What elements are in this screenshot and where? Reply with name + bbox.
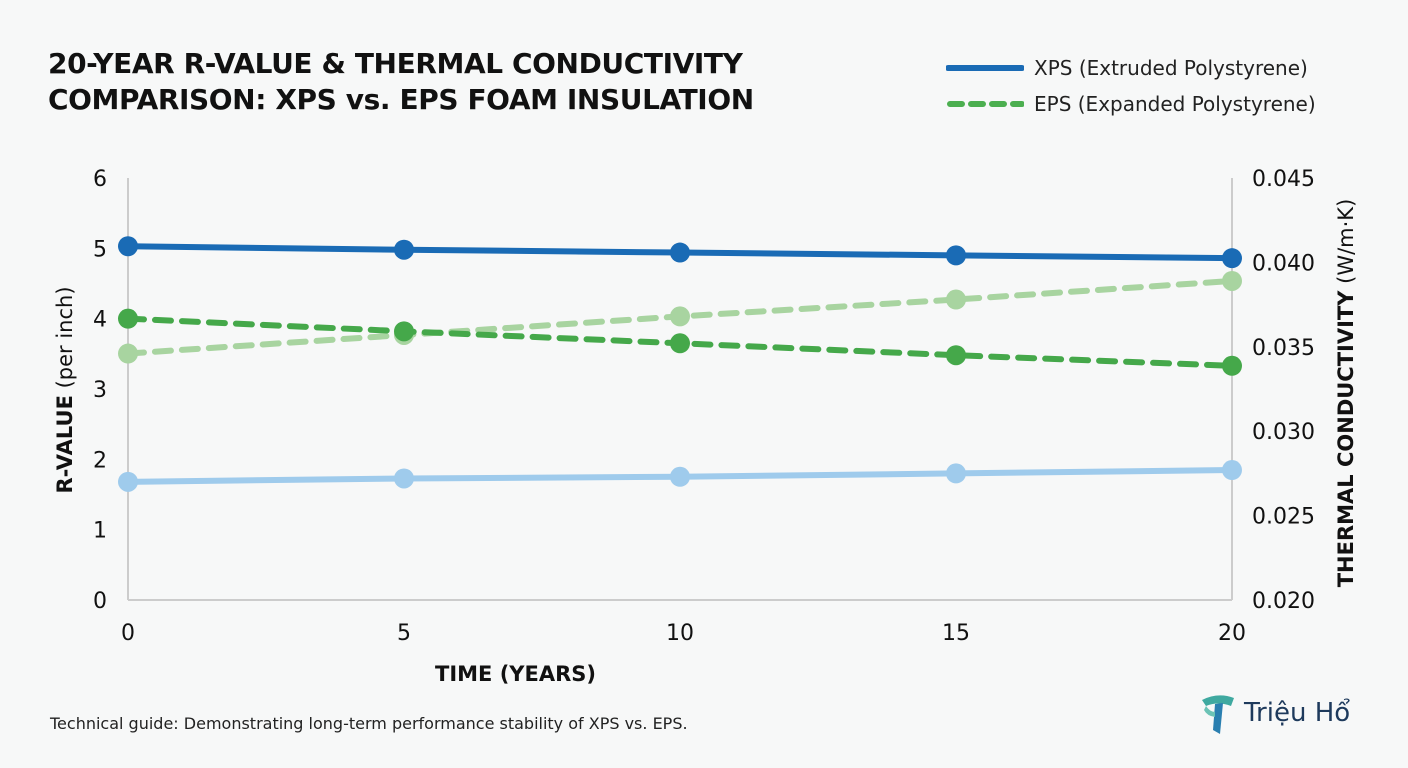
legend: XPS (Extruded Polystyrene) EPS (Expanded… <box>946 50 1386 122</box>
data-point-eps-r-value <box>946 345 966 366</box>
y-tick-label: 0 <box>93 589 107 614</box>
data-point-xps-thermal-conductivity <box>670 466 690 487</box>
y-axis-title: R-VALUE (per inch) <box>53 286 77 493</box>
chart-title-line-1: 20-YEAR R-VALUE & THERMAL CONDUCTIVITY <box>48 47 743 80</box>
x-tick-label: 15 <box>942 621 970 646</box>
y2-axis-title-unit <box>1334 284 1358 291</box>
data-point-xps-r-value <box>394 239 414 260</box>
data-point-eps-r-value <box>670 333 690 354</box>
data-point-eps-thermal-conductivity <box>670 306 690 327</box>
brand-logo-icon <box>1202 695 1234 734</box>
legend-label-eps: EPS (Expanded Polystyrene) <box>1034 92 1316 116</box>
legend-item-eps: EPS (Expanded Polystyrene) <box>946 86 1386 122</box>
y-tick-label: 3 <box>93 378 107 403</box>
data-point-xps-thermal-conductivity <box>394 468 414 489</box>
series-xps-thermal-conductivity <box>118 460 1242 492</box>
y2-axis-title-main: THERMAL CONDUCTIVITY <box>1334 290 1358 588</box>
data-point-eps-thermal-conductivity <box>946 289 966 310</box>
series-xps-r-value <box>118 236 1242 269</box>
y2-tick-label: 0.025 <box>1252 505 1315 530</box>
data-point-xps-thermal-conductivity <box>946 463 966 484</box>
data-point-xps-r-value <box>1222 248 1242 269</box>
y-axis-title-unit <box>53 388 77 395</box>
y-axis-ticks: 0 1 2 3 4 5 6 <box>93 167 107 614</box>
y2-axis-ticks: 0.020 0.025 0.030 0.035 0.040 0.045 <box>1252 167 1315 614</box>
y2-tick-label: 0.040 <box>1252 251 1315 276</box>
legend-label-xps: XPS (Extruded Polystyrene) <box>1034 56 1308 80</box>
data-point-xps-r-value <box>118 236 138 257</box>
brand-logo-text: Triệu Hổ <box>1244 698 1351 728</box>
y2-axis-title-unit-text: (W/m·K) <box>1334 199 1358 284</box>
legend-swatch-eps <box>947 101 1024 107</box>
data-point-eps-thermal-conductivity <box>1222 270 1242 291</box>
data-point-eps-r-value <box>1222 355 1242 376</box>
y-tick-label: 5 <box>93 237 107 262</box>
y-tick-label: 6 <box>93 167 107 192</box>
data-point-xps-r-value <box>946 245 966 266</box>
y2-tick-label: 0.035 <box>1252 336 1315 361</box>
data-point-xps-thermal-conductivity <box>118 471 138 492</box>
chart-title: 20-YEAR R-VALUE & THERMAL CONDUCTIVITY C… <box>48 46 808 118</box>
series-layer <box>118 236 1242 492</box>
brand-logo: Triệu Hổ <box>1198 690 1350 736</box>
legend-item-xps: XPS (Extruded Polystyrene) <box>946 50 1386 86</box>
y-tick-label: 1 <box>93 519 107 544</box>
legend-swatch-xps <box>946 65 1024 71</box>
y2-tick-label: 0.030 <box>1252 420 1315 445</box>
data-point-eps-r-value <box>394 321 414 342</box>
chart-title-line-2: COMPARISON: XPS vs. EPS FOAM INSULATION <box>48 83 754 116</box>
x-tick-label: 5 <box>397 621 411 646</box>
y-axis-title-unit-text: (per inch) <box>53 286 77 388</box>
x-tick-label: 20 <box>1218 621 1246 646</box>
y-axis-title-main: R-VALUE <box>53 395 77 493</box>
x-tick-label: 0 <box>121 621 135 646</box>
y2-tick-label: 0.020 <box>1252 589 1315 614</box>
y2-tick-label: 0.045 <box>1252 167 1315 192</box>
data-point-xps-r-value <box>670 242 690 263</box>
x-axis-title: TIME (YEARS) <box>435 662 596 686</box>
data-point-xps-thermal-conductivity <box>1222 460 1242 481</box>
footnote: Technical guide: Demonstrating long-term… <box>50 714 688 733</box>
x-axis-ticks: 0 5 10 15 20 <box>121 621 1246 646</box>
y-tick-label: 2 <box>93 448 107 473</box>
y2-axis-title: THERMAL CONDUCTIVITY (W/m·K) <box>1334 199 1358 588</box>
data-point-eps-r-value <box>118 308 138 329</box>
y-tick-label: 4 <box>93 308 107 333</box>
series-eps-r-value <box>118 308 1242 376</box>
x-tick-label: 10 <box>666 621 694 646</box>
data-point-eps-thermal-conductivity <box>118 343 138 364</box>
